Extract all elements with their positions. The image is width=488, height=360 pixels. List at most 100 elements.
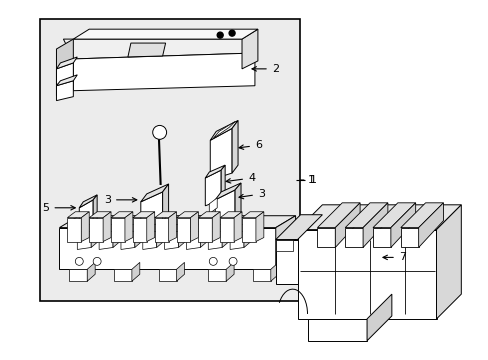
Polygon shape [213,121,235,138]
Circle shape [93,257,101,265]
Polygon shape [40,19,299,301]
Polygon shape [156,225,163,247]
Polygon shape [91,225,98,247]
Polygon shape [244,225,250,247]
Polygon shape [60,228,275,269]
Circle shape [152,125,166,139]
Polygon shape [176,218,190,242]
Polygon shape [121,231,135,249]
Polygon shape [235,183,241,220]
Polygon shape [220,212,242,218]
Polygon shape [133,218,146,242]
Polygon shape [89,212,111,218]
Polygon shape [418,203,443,247]
Polygon shape [198,218,212,242]
Polygon shape [345,203,387,228]
Polygon shape [154,218,168,242]
Polygon shape [56,63,73,85]
Polygon shape [121,225,142,231]
Polygon shape [242,212,264,218]
Polygon shape [141,192,163,230]
Polygon shape [225,262,234,281]
Polygon shape [400,203,443,228]
Polygon shape [317,203,359,228]
Text: 7: 7 [382,252,405,262]
Polygon shape [190,212,198,242]
Circle shape [75,257,83,265]
Polygon shape [205,165,224,178]
Polygon shape [362,203,387,247]
Polygon shape [242,218,255,242]
Polygon shape [79,195,97,208]
Polygon shape [212,212,220,242]
Polygon shape [400,228,418,247]
Polygon shape [436,205,460,319]
Polygon shape [297,205,460,230]
Polygon shape [210,129,232,180]
Polygon shape [168,212,176,242]
Polygon shape [89,218,103,242]
Text: 1: 1 [300,175,316,185]
Polygon shape [99,231,113,249]
Circle shape [209,257,217,265]
Polygon shape [307,319,366,341]
Polygon shape [67,218,81,242]
Polygon shape [176,212,198,218]
Polygon shape [220,218,234,242]
Text: 3: 3 [239,189,264,199]
Text: 1: 1 [307,175,314,185]
Text: 4: 4 [225,173,255,183]
Polygon shape [77,231,91,249]
Polygon shape [209,198,217,214]
Polygon shape [372,203,415,228]
Polygon shape [242,29,257,69]
Polygon shape [222,225,229,247]
Polygon shape [77,225,98,231]
Polygon shape [345,228,362,247]
Polygon shape [56,39,73,96]
Polygon shape [141,184,168,202]
Polygon shape [56,81,73,100]
Polygon shape [198,212,220,218]
Polygon shape [154,212,176,218]
Polygon shape [252,269,270,281]
Polygon shape [69,269,87,281]
Polygon shape [87,262,95,281]
Polygon shape [163,184,168,222]
Polygon shape [200,225,207,247]
Polygon shape [317,228,335,247]
Polygon shape [208,225,229,231]
Polygon shape [111,212,133,218]
Text: 3: 3 [104,195,137,205]
Polygon shape [142,225,163,231]
Polygon shape [205,170,221,206]
Polygon shape [215,183,241,200]
Polygon shape [146,212,154,242]
Polygon shape [63,39,254,59]
Polygon shape [390,203,415,247]
Polygon shape [142,231,156,249]
Polygon shape [366,294,391,341]
Circle shape [217,32,223,38]
Polygon shape [275,239,297,284]
Polygon shape [275,239,292,251]
Polygon shape [178,225,185,247]
Polygon shape [297,230,436,319]
Polygon shape [215,190,235,228]
Polygon shape [81,212,89,242]
Polygon shape [210,121,238,140]
Circle shape [229,30,235,36]
Polygon shape [103,212,111,242]
Polygon shape [255,212,264,242]
Polygon shape [133,212,154,218]
Polygon shape [275,215,322,239]
Polygon shape [56,57,77,69]
Circle shape [229,257,237,265]
Text: 2: 2 [251,64,278,74]
Polygon shape [124,212,133,242]
Polygon shape [372,228,390,247]
Polygon shape [270,262,278,281]
Text: 6: 6 [239,140,262,150]
Polygon shape [208,231,222,249]
Polygon shape [113,225,120,247]
